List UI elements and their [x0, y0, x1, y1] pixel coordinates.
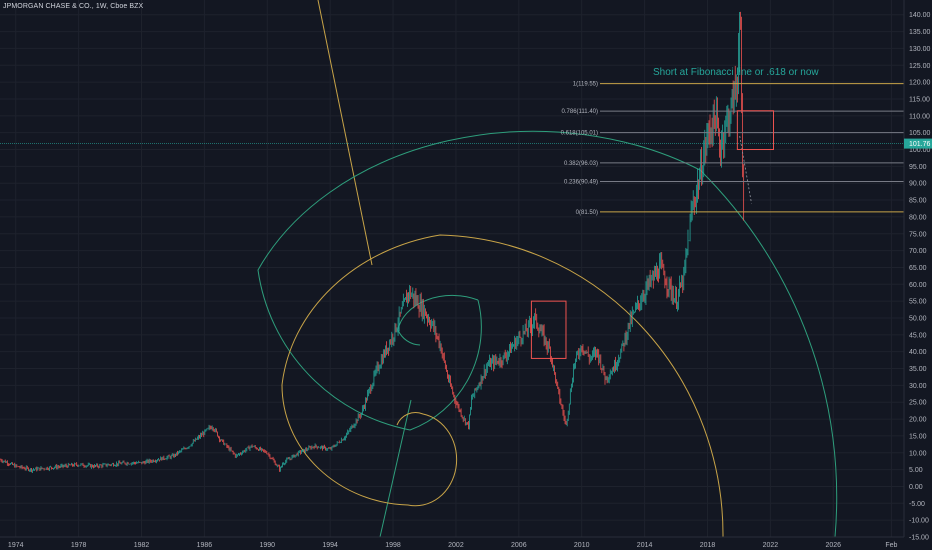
fib-level-label: 0.382(96.03) — [564, 161, 598, 167]
price-tick-label: -15.00 — [909, 535, 929, 542]
price-tick-label: 60.00 — [909, 282, 927, 289]
price-series — [0, 11, 745, 474]
fib-level-label: 1(119.55) — [573, 82, 598, 88]
time-tick-label: 2018 — [700, 542, 716, 549]
fibonacci-retracement: 1(119.55) 0.786(111.40) 0.618(105.01) 0.382… — [0, 82, 904, 359]
price-tick-label: 140.00 — [909, 12, 931, 19]
price-tick-label: 45.00 — [909, 332, 927, 339]
current-price-tag — [904, 138, 932, 149]
time-tick-label: 2026 — [825, 542, 841, 549]
time-tick-label: 2006 — [511, 542, 527, 549]
price-tick-label: 120.00 — [909, 80, 931, 87]
time-tick-label: 1974 — [8, 542, 24, 549]
spiral-arc — [397, 294, 479, 346]
price-tick-label: 55.00 — [909, 299, 927, 306]
time-tick-label: 1978 — [71, 542, 87, 549]
time-tick-label: 2022 — [763, 542, 779, 549]
price-tick-label: 50.00 — [909, 315, 927, 322]
fibonacci-spiral — [257, 0, 838, 538]
time-tick-label: 1986 — [197, 542, 213, 549]
price-tick-label: 135.00 — [909, 29, 931, 36]
fib-level-label: 0.786(111.40) — [562, 109, 598, 115]
fib-level-label: 0.236(90.49) — [564, 180, 598, 186]
time-tick-label: 2010 — [574, 542, 590, 549]
price-tick-label: 115.00 — [909, 96, 930, 103]
projection-line — [739, 135, 752, 204]
current-price-label: 101.76 — [909, 141, 931, 148]
price-tick-label: 110.00 — [909, 113, 930, 120]
price-tick-label: 5.00 — [909, 467, 923, 474]
price-tick-label: 15.00 — [909, 433, 927, 440]
price-tick-label: 0.00 — [909, 484, 923, 491]
price-tick-label: 20.00 — [909, 417, 927, 424]
fib-level-label: 0.618(105.01) — [561, 131, 598, 137]
price-tick-label: 40.00 — [909, 349, 927, 356]
time-tick-label: 2014 — [637, 542, 653, 549]
price-tick-label: 75.00 — [909, 231, 927, 238]
chart-grid — [0, 0, 904, 538]
price-axis[interactable]: -15.00 -10.00 -5.00 0.00 5.00 10.00 15.00 20.00… — [903, 0, 932, 550]
price-tick-label: 65.00 — [909, 265, 927, 272]
time-tick-label: 1994 — [322, 542, 338, 549]
price-tick-label: 90.00 — [909, 181, 927, 188]
annotation-text: Short at Fibonacci line or .618 or now — [653, 67, 819, 78]
price-tick-label: 85.00 — [909, 198, 927, 205]
spiral-axis-line — [379, 399, 412, 538]
price-tick-label: 95.00 — [909, 164, 927, 171]
price-tick-label: 70.00 — [909, 248, 927, 255]
time-axis[interactable]: 1974 1978 1982 1986 1990 1994 1998 2002 2006 2010… — [0, 536, 904, 549]
time-tick-label: 1990 — [259, 542, 275, 549]
highlight-box — [530, 300, 567, 359]
highlight-box — [736, 110, 775, 151]
fib-level-label: 0(81.50) — [576, 210, 598, 216]
price-tick-label: 125.00 — [909, 63, 931, 70]
price-axis-bg — [904, 0, 932, 550]
price-tick-label: 80.00 — [909, 214, 927, 221]
spiral-arc — [281, 234, 724, 538]
price-tick-label: 105.00 — [909, 130, 931, 137]
time-tick-label: 2002 — [448, 542, 464, 549]
spiral-axis-line — [317, 0, 373, 266]
price-tick-label: 100.00 — [909, 147, 931, 154]
symbol-title: JPMORGAN CHASE & CO., 1W, Cboe BZX — [3, 3, 144, 10]
price-tick-label: -10.00 — [909, 518, 929, 525]
time-tick-label: 1998 — [385, 542, 401, 549]
price-tick-label: 25.00 — [909, 400, 927, 407]
spiral-arc — [699, 169, 838, 538]
time-tick-label: 1982 — [134, 542, 150, 549]
spiral-arc — [257, 130, 701, 431]
price-tick-label: 30.00 — [909, 383, 927, 390]
price-tick-label: 130.00 — [909, 46, 931, 53]
price-tick-label: 35.00 — [909, 366, 927, 373]
price-tick-label: -5.00 — [909, 501, 925, 508]
price-tick-label: 10.00 — [909, 450, 927, 457]
time-tick-label: Feb — [885, 542, 897, 549]
